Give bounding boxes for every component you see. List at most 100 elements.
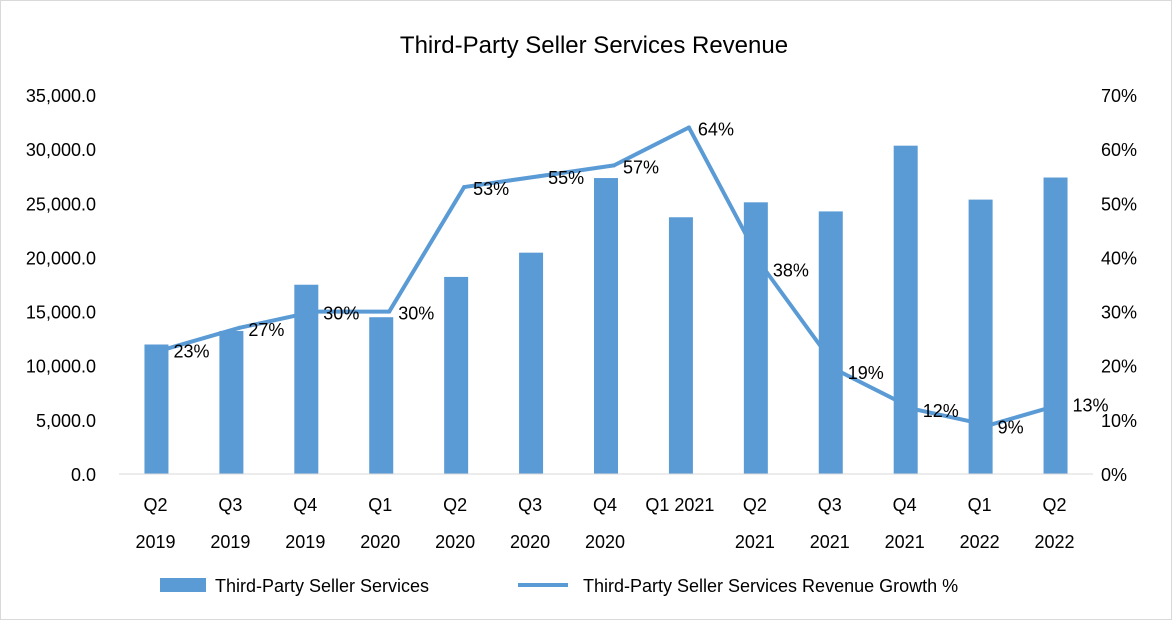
growth-data-label: 12% <box>923 401 959 421</box>
bar <box>893 145 918 474</box>
bar <box>144 344 169 474</box>
left-axis: 0.0 5,000.0 10,000.0 15,000.0 20,000.0 25,000… <box>26 86 96 485</box>
x-tick-label-line2: 2020 <box>360 532 400 552</box>
growth-data-label: 53% <box>473 179 509 199</box>
growth-point <box>462 185 467 190</box>
growth-point <box>1061 401 1066 406</box>
growth-data-label: 57% <box>623 157 659 177</box>
x-tick-label-line2: 2022 <box>960 532 1000 552</box>
growth-data-label: 64% <box>698 119 734 139</box>
x-tick-label-line1: Q3 <box>818 495 842 515</box>
growth-data-label: 27% <box>248 320 284 340</box>
growth-point <box>537 174 542 179</box>
growth-point <box>761 266 766 271</box>
growth-data-label: 13% <box>1073 396 1109 416</box>
bar <box>519 252 544 474</box>
right-axis-tick-label: 10% <box>1101 411 1137 431</box>
x-tick-label-line1: Q4 <box>893 495 917 515</box>
x-axis-category: Q1 2020 <box>360 495 400 552</box>
growth-point <box>986 423 991 428</box>
growth-data-label: 30% <box>323 304 359 324</box>
growth-data-label: 30% <box>398 304 434 324</box>
x-tick-label-line2: 2022 <box>1035 532 1075 552</box>
x-axis-category: Q2 2020 <box>435 495 475 552</box>
x-axis-category: Q2 2019 <box>135 495 175 552</box>
x-tick-label-line1: Q2 <box>443 495 467 515</box>
x-tick-label-line1: Q1 <box>368 495 392 515</box>
data-labels: 23% 27% 30% 30% 53% 55% 57% 64% 38% 19% 12% 9% 13% <box>173 119 1108 437</box>
growth-line-series <box>162 125 1066 428</box>
growth-data-label: 23% <box>173 341 209 361</box>
x-tick-label-line2: 2019 <box>135 532 175 552</box>
legend-item-bars: Third-Party Seller Services <box>160 576 429 596</box>
bar-series <box>144 145 1068 474</box>
x-axis-category: Q4 2019 <box>285 495 325 552</box>
x-tick-label-line1: Q1 2021 <box>645 495 714 515</box>
x-tick-label-line1: Q3 <box>518 495 542 515</box>
x-axis-category: Q1 2022 <box>960 495 1000 552</box>
x-tick-label-line2: 2021 <box>810 532 850 552</box>
bar <box>818 211 843 474</box>
x-axis-category: Q3 2020 <box>510 495 550 552</box>
growth-data-label: 9% <box>998 417 1024 437</box>
left-axis-tick-label: 5,000.0 <box>36 411 96 431</box>
x-tick-label-line1: Q4 <box>293 495 317 515</box>
growth-point <box>686 125 691 130</box>
x-axis-category: Q4 2020 <box>585 495 625 552</box>
x-tick-label-line1: Q1 <box>968 495 992 515</box>
x-tick-label-line2: 2019 <box>285 532 325 552</box>
x-tick-label-line1: Q3 <box>218 495 242 515</box>
x-tick-label-line1: Q2 <box>143 495 167 515</box>
x-tick-label-line2: 2021 <box>735 532 775 552</box>
x-axis: Q2 2019 Q3 2019 Q4 2019 Q1 2020 Q2 2020 Q3 2020 Q4 20… <box>135 495 1074 552</box>
right-axis-tick-label: 0% <box>1101 465 1127 485</box>
right-axis-tick-label: 40% <box>1101 248 1137 268</box>
bar <box>743 202 768 474</box>
left-axis-tick-label: 25,000.0 <box>26 194 96 214</box>
x-axis-category: Q2 2021 <box>735 495 775 552</box>
x-axis-category: Q3 2021 <box>810 495 850 552</box>
legend-item-line: Third-Party Seller Services Revenue Grow… <box>518 576 958 596</box>
right-axis: 0% 10% 20% 30% 40% 50% 60% 70% <box>1101 86 1137 485</box>
growth-point <box>612 163 616 168</box>
x-axis-category: Q3 2019 <box>210 495 250 552</box>
x-tick-label-line2: 2019 <box>210 532 250 552</box>
legend-bar-label: Third-Party Seller Services <box>215 576 429 596</box>
growth-point <box>387 309 392 314</box>
left-axis-tick-label: 15,000.0 <box>26 303 96 323</box>
left-axis-tick-label: 35,000.0 <box>26 86 96 106</box>
bar <box>1043 177 1068 474</box>
right-axis-tick-label: 60% <box>1101 140 1137 160</box>
growth-data-label: 19% <box>848 363 884 383</box>
x-tick-label-line1: Q2 <box>743 495 767 515</box>
bar <box>594 178 618 474</box>
growth-data-label: 55% <box>548 168 584 188</box>
right-axis-tick-label: 20% <box>1101 357 1137 377</box>
legend: Third-Party Seller Services Third-Party … <box>160 576 958 596</box>
growth-point <box>312 309 317 314</box>
bar <box>369 317 394 474</box>
right-axis-tick-label: 70% <box>1101 86 1137 106</box>
x-axis-category: Q4 2021 <box>885 495 925 552</box>
left-axis-tick-label: 0.0 <box>71 465 96 485</box>
right-axis-tick-label: 50% <box>1101 194 1137 214</box>
left-axis-tick-label: 10,000.0 <box>26 357 96 377</box>
x-tick-label-line2: 2020 <box>510 532 550 552</box>
legend-bar-swatch <box>160 578 206 592</box>
bar <box>219 330 244 474</box>
x-tick-label-line2: 2020 <box>585 532 625 552</box>
x-tick-label-line2: 2020 <box>435 532 475 552</box>
chart-title: Third-Party Seller Services Revenue <box>400 32 788 59</box>
growth-point <box>237 325 242 330</box>
bar <box>444 276 469 474</box>
x-axis-category: Q2 2022 <box>1035 495 1075 552</box>
bar <box>968 199 993 474</box>
right-axis-tick-label: 30% <box>1101 303 1137 323</box>
bar <box>668 217 693 474</box>
growth-data-label: 38% <box>773 260 809 280</box>
x-tick-label-line1: Q4 <box>593 495 617 515</box>
growth-point <box>162 347 167 352</box>
growth-point <box>911 407 916 412</box>
x-axis-category: Q1 2021 <box>645 495 714 515</box>
